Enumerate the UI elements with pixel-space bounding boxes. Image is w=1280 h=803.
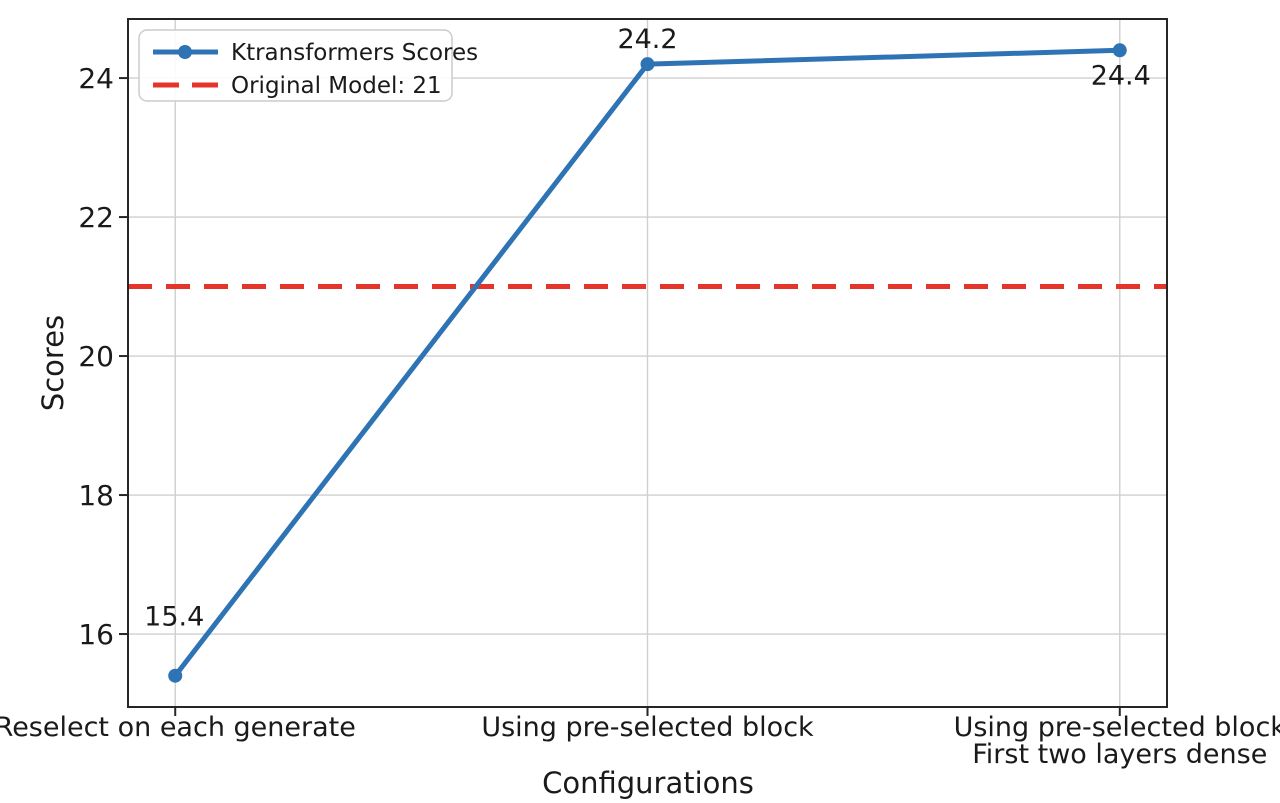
data-point-marker xyxy=(1112,43,1127,58)
y-tick-label: 16 xyxy=(78,618,114,651)
legend-series-marker xyxy=(178,45,192,59)
plot-border xyxy=(127,18,1168,708)
y-tick-label: 22 xyxy=(78,201,114,234)
x-tick-label: First two layers dense xyxy=(972,739,1267,770)
legend-series-label: Ktransformers Scores xyxy=(231,40,478,66)
legend-reference-label: Original Model: 21 xyxy=(231,73,442,99)
data-point-marker xyxy=(640,57,655,72)
x-tick-label: Using pre-selected block xyxy=(954,712,1280,743)
data-point-label: 24.2 xyxy=(617,24,677,55)
data-point-label: 24.4 xyxy=(1091,60,1151,91)
plot-area: 16 18 20 22 24 Reselect on each generate Using… xyxy=(0,19,1280,770)
x-tick-label: Reselect on each generate xyxy=(0,712,356,743)
y-tick-label: 20 xyxy=(78,340,114,373)
x-axis-label: Configurations xyxy=(542,766,754,800)
data-point-marker xyxy=(168,668,183,683)
x-tick-label: Using pre-selected block xyxy=(481,712,814,743)
y-tick-label: 18 xyxy=(78,479,114,512)
legend: Ktransformers Scores Original Model: 21 xyxy=(138,29,478,102)
y-axis-label: Scores xyxy=(36,315,70,411)
y-tick-label: 24 xyxy=(78,62,114,95)
data-point-label: 15.4 xyxy=(144,602,204,633)
